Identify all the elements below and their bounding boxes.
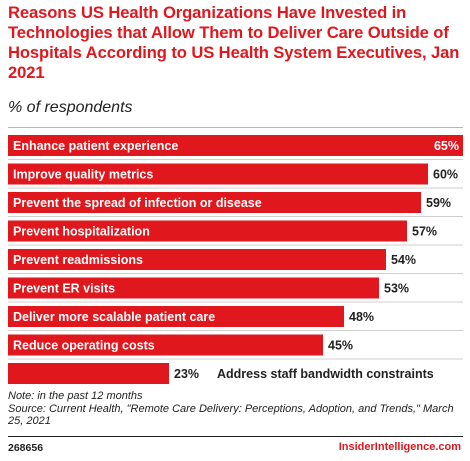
bar-4	[8, 220, 407, 242]
header-divider	[8, 127, 463, 128]
bar-1	[8, 135, 463, 156]
value-label: 48%	[349, 310, 374, 324]
category-label: Prevent hospitalization	[13, 225, 150, 239]
chart-notes: Note: in the past 12 months Source: Curr…	[8, 390, 466, 428]
category-label: Reduce operating costs	[13, 339, 155, 353]
bar-chart: Enhance patient experience 65% Improve qua…	[8, 135, 463, 384]
value-label: 59%	[426, 196, 451, 210]
source-text: Source: Current Health, "Remote Care Del…	[8, 402, 454, 428]
category-label: Enhance patient experience	[13, 139, 178, 153]
value-label: 65%	[434, 139, 459, 153]
value-label: 54%	[391, 253, 416, 267]
note-text: Note: in the past 12 months	[8, 390, 143, 402]
category-label: Prevent the spread of infection or disea…	[13, 196, 262, 210]
chart-id: 268656	[8, 442, 44, 454]
category-label: Address staff bandwidth constraints	[217, 367, 434, 381]
value-label: 23%	[174, 367, 199, 381]
footer-divider	[8, 436, 463, 437]
category-label: Deliver more scalable patient care	[13, 310, 215, 324]
category-label: Prevent readmissions	[13, 253, 143, 267]
bar-3	[8, 192, 421, 213]
value-label: 57%	[412, 225, 437, 239]
bar-7	[8, 306, 344, 327]
bar-9	[8, 363, 169, 384]
bar-8	[8, 334, 323, 356]
value-label: 53%	[384, 282, 409, 296]
value-label: 60%	[433, 168, 458, 182]
category-label: Improve quality metrics	[13, 168, 153, 182]
chart-title: Reasons US Health Organizations Have Inv…	[8, 3, 460, 82]
bar-2	[8, 163, 428, 185]
bar-5	[8, 249, 386, 270]
brand-link[interactable]: InsiderIntelligence.com	[338, 441, 461, 453]
value-label: 45%	[328, 339, 353, 353]
bar-6	[8, 277, 379, 299]
chart-subtitle: % of respondents	[8, 99, 133, 116]
category-label: Prevent ER visits	[13, 282, 115, 296]
